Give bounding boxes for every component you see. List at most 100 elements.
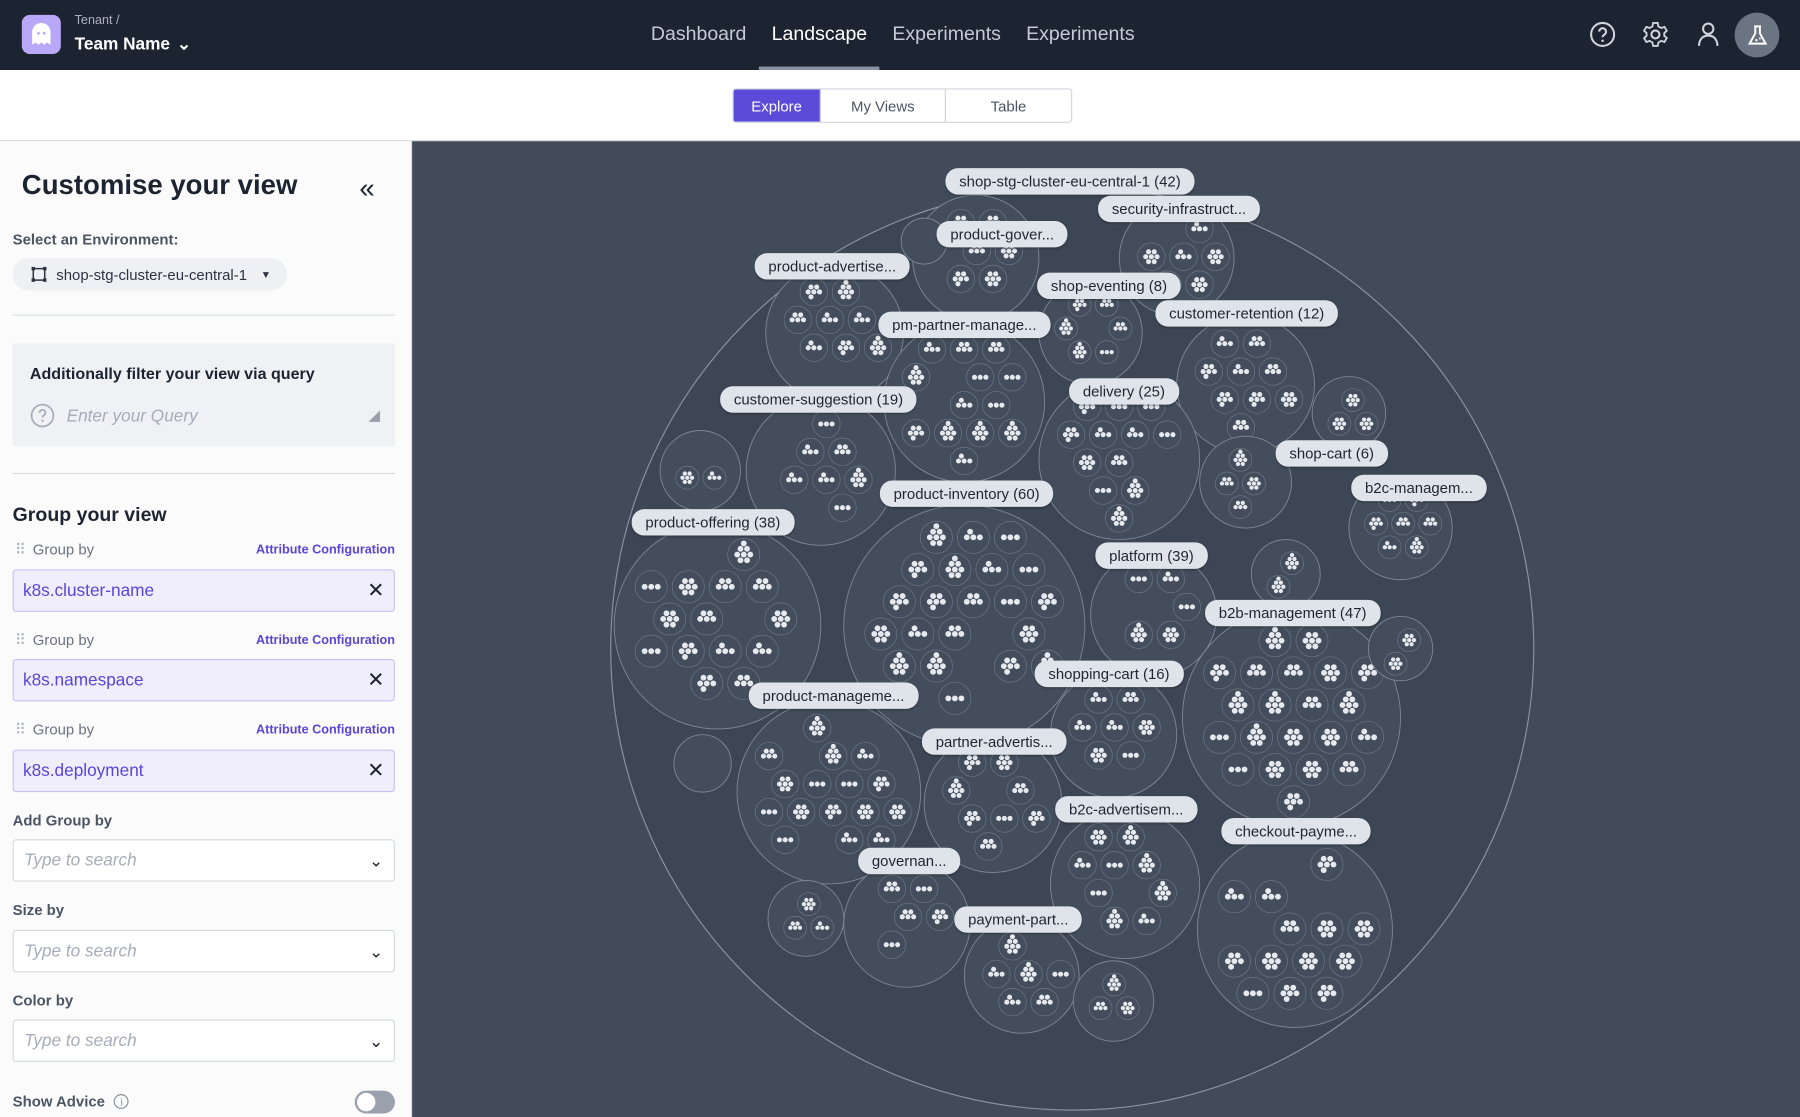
- deployment-circle[interactable]: [1221, 753, 1255, 786]
- deployment-circle[interactable]: [1100, 851, 1129, 880]
- deployment-circle[interactable]: [745, 570, 779, 604]
- deployment-circle[interactable]: [1132, 713, 1161, 742]
- deployment-circle[interactable]: [1383, 651, 1408, 676]
- namespace-label[interactable]: pm-partner-manage...: [878, 311, 1051, 339]
- deployment-circle[interactable]: [771, 825, 800, 854]
- deployment-circle[interactable]: [1054, 316, 1078, 341]
- deployment-circle[interactable]: [1132, 851, 1161, 880]
- deployment-circle[interactable]: [675, 465, 700, 490]
- deployment-circle[interactable]: [835, 825, 864, 854]
- deployment-circle[interactable]: [1418, 511, 1443, 536]
- deployment-circle[interactable]: [1329, 944, 1362, 978]
- deployment-circle[interactable]: [998, 988, 1027, 1017]
- deployment-circle[interactable]: [1254, 880, 1288, 914]
- group-by-chip[interactable]: k8s.deployment ✕: [12, 749, 395, 793]
- deployment-circle[interactable]: [727, 538, 761, 571]
- namespace-circle[interactable]: [1049, 671, 1178, 799]
- deployment-circle[interactable]: [1295, 688, 1329, 722]
- deployment-circle[interactable]: [851, 741, 880, 771]
- deployment-circle[interactable]: [754, 741, 784, 771]
- group-by-chip[interactable]: k8s.cluster-name ✕: [12, 569, 395, 612]
- deployment-circle[interactable]: [1068, 713, 1097, 742]
- deployment-circle[interactable]: [1277, 656, 1310, 690]
- ghost-logo-icon[interactable]: [21, 14, 61, 54]
- deployment-circle[interactable]: [1137, 242, 1166, 271]
- deployment-circle[interactable]: [919, 520, 953, 554]
- deployment-circle[interactable]: [1084, 878, 1113, 908]
- deployment-circle[interactable]: [901, 617, 935, 651]
- namespace-circle[interactable]: [843, 860, 971, 988]
- deployment-circle[interactable]: [1377, 535, 1402, 560]
- deployment-circle[interactable]: [877, 874, 907, 904]
- namespace-circle[interactable]: [1367, 616, 1434, 682]
- tab-my-views[interactable]: My Views: [821, 89, 946, 122]
- deployment-circle[interactable]: [1210, 329, 1239, 358]
- deployment-circle[interactable]: [1203, 720, 1236, 754]
- add-group-select[interactable]: Type to search ⌄: [12, 839, 395, 882]
- namespace-label[interactable]: product-manageme...: [748, 682, 919, 709]
- user-icon[interactable]: [1693, 20, 1723, 50]
- namespace-circle[interactable]: [1311, 376, 1387, 451]
- deployment-circle[interactable]: [690, 666, 724, 700]
- deployment-circle[interactable]: [1214, 471, 1239, 496]
- namespace-label[interactable]: b2b-management (47): [1205, 599, 1381, 627]
- deployment-circle[interactable]: [1088, 476, 1118, 505]
- deployment-circle[interactable]: [1169, 242, 1198, 271]
- deployment-circle[interactable]: [1148, 878, 1177, 908]
- deployment-circle[interactable]: [1094, 340, 1119, 364]
- deployment-circle[interactable]: [708, 570, 742, 604]
- namespace-label[interactable]: product-advertise...: [754, 253, 910, 280]
- deployment-circle[interactable]: [787, 797, 816, 827]
- deployment-circle[interactable]: [990, 804, 1019, 833]
- deployment-circle[interactable]: [1266, 574, 1291, 599]
- deployment-circle[interactable]: [1277, 785, 1310, 819]
- deployment-circle[interactable]: [783, 305, 812, 334]
- deployment-circle[interactable]: [815, 305, 845, 334]
- deployment-circle[interactable]: [1185, 270, 1214, 299]
- deployment-circle[interactable]: [1030, 585, 1064, 619]
- deployment-circle[interactable]: [1088, 996, 1113, 1020]
- deployment-circle[interactable]: [993, 585, 1027, 619]
- deployment-circle[interactable]: [958, 804, 987, 833]
- deployment-circle[interactable]: [1030, 988, 1059, 1017]
- deployment-circle[interactable]: [982, 391, 1011, 420]
- namespace-circle[interactable]: [673, 734, 732, 793]
- info-icon[interactable]: i: [114, 1094, 130, 1109]
- deployment-circle[interactable]: [1084, 823, 1113, 852]
- deployment-circle[interactable]: [1108, 316, 1133, 341]
- deployment-circle[interactable]: [1121, 476, 1150, 505]
- deployment-circle[interactable]: [978, 264, 1007, 294]
- deployment-circle[interactable]: [938, 681, 972, 715]
- deployment-circle[interactable]: [828, 493, 857, 522]
- deployment-circle[interactable]: [1240, 656, 1273, 690]
- deployment-circle[interactable]: [1116, 823, 1145, 852]
- tab-experiments-2[interactable]: Experiments: [1026, 22, 1135, 45]
- deployment-circle[interactable]: [1242, 329, 1272, 358]
- deployment-circle[interactable]: [998, 418, 1027, 448]
- deployment-circle[interactable]: [1012, 553, 1046, 586]
- namespace-label[interactable]: product-offering (38): [631, 509, 795, 536]
- deployment-circle[interactable]: [634, 634, 668, 668]
- deployment-circle[interactable]: [1397, 628, 1421, 652]
- deployment-circle[interactable]: [993, 649, 1027, 683]
- deployment-circle[interactable]: [1203, 656, 1236, 690]
- deployment-circle[interactable]: [819, 741, 848, 771]
- deployment-circle[interactable]: [653, 602, 687, 636]
- namespace-label[interactable]: shop-cart (6): [1275, 440, 1388, 467]
- deployment-circle[interactable]: [780, 465, 809, 494]
- deployment-circle[interactable]: [1242, 471, 1266, 496]
- deployment-circle[interactable]: [1310, 976, 1344, 1010]
- bubble-map[interactable]: [412, 141, 1800, 1117]
- deployment-circle[interactable]: [1277, 720, 1310, 754]
- namespace-circle[interactable]: [1090, 550, 1218, 678]
- color-by-select[interactable]: Type to search ⌄: [12, 1019, 395, 1062]
- deployment-circle[interactable]: [919, 585, 953, 619]
- deployment-circle[interactable]: [1228, 448, 1253, 472]
- deployment-circle[interactable]: [882, 585, 916, 619]
- deployment-circle[interactable]: [1258, 688, 1292, 722]
- deployment-circle[interactable]: [956, 585, 990, 619]
- deployment-circle[interactable]: [1273, 976, 1307, 1010]
- deployment-circle[interactable]: [1242, 385, 1272, 414]
- deployment-circle[interactable]: [1332, 753, 1366, 786]
- namespace-label[interactable]: shopping-cart (16): [1034, 660, 1184, 688]
